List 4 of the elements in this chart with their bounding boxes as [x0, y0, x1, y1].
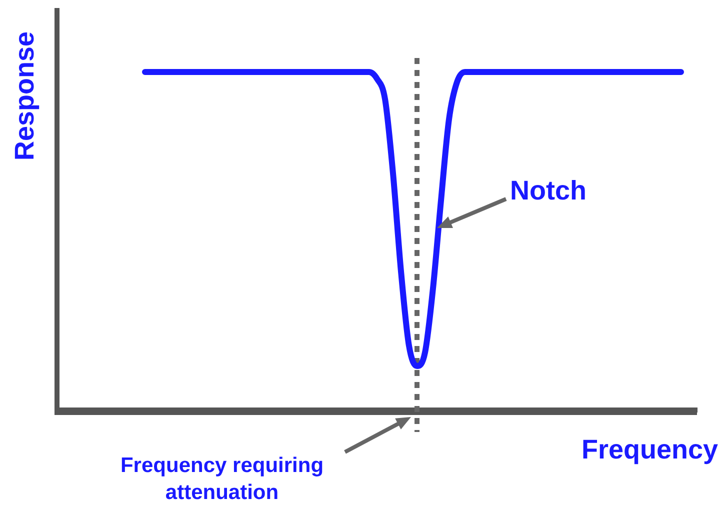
x-axis-title: Frequency — [581, 434, 718, 464]
annotation: Notch — [510, 175, 586, 206]
y-axis-title: Response — [9, 31, 40, 161]
text: Frequency requiring attenuation — [120, 454, 324, 504]
